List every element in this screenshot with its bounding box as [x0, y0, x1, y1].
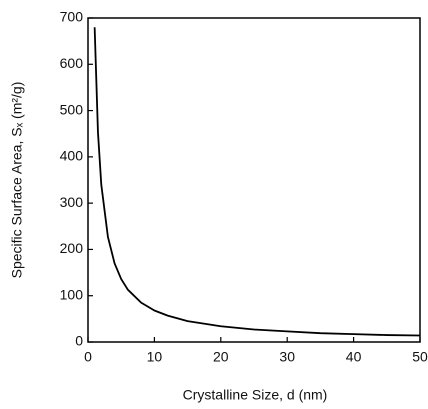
- x-axis-label: Crystalline Size, d (nm): [183, 387, 328, 403]
- y-tick-label: 0: [75, 333, 83, 349]
- plot-frame: [87, 17, 421, 343]
- y-axis-label: Specific Surface Area, Sₓ (m²/g): [9, 82, 25, 279]
- y-tick-label: 300: [60, 194, 84, 210]
- y-tick-label: 500: [60, 101, 84, 117]
- y-tick-label: 700: [60, 9, 84, 25]
- y-tick-label: 200: [60, 240, 84, 256]
- x-tick-label: 10: [147, 349, 163, 365]
- data-line: [93, 27, 421, 337]
- x-tick-label: 20: [213, 349, 229, 365]
- x-tick-label: 40: [346, 349, 362, 365]
- x-tick-label: 30: [279, 349, 295, 365]
- y-tick-label: 400: [60, 148, 84, 164]
- x-tick-label: 50: [412, 349, 428, 365]
- y-tick-label: 100: [60, 286, 84, 302]
- x-tick-label: 0: [84, 349, 92, 365]
- y-tick-label: 600: [60, 55, 84, 71]
